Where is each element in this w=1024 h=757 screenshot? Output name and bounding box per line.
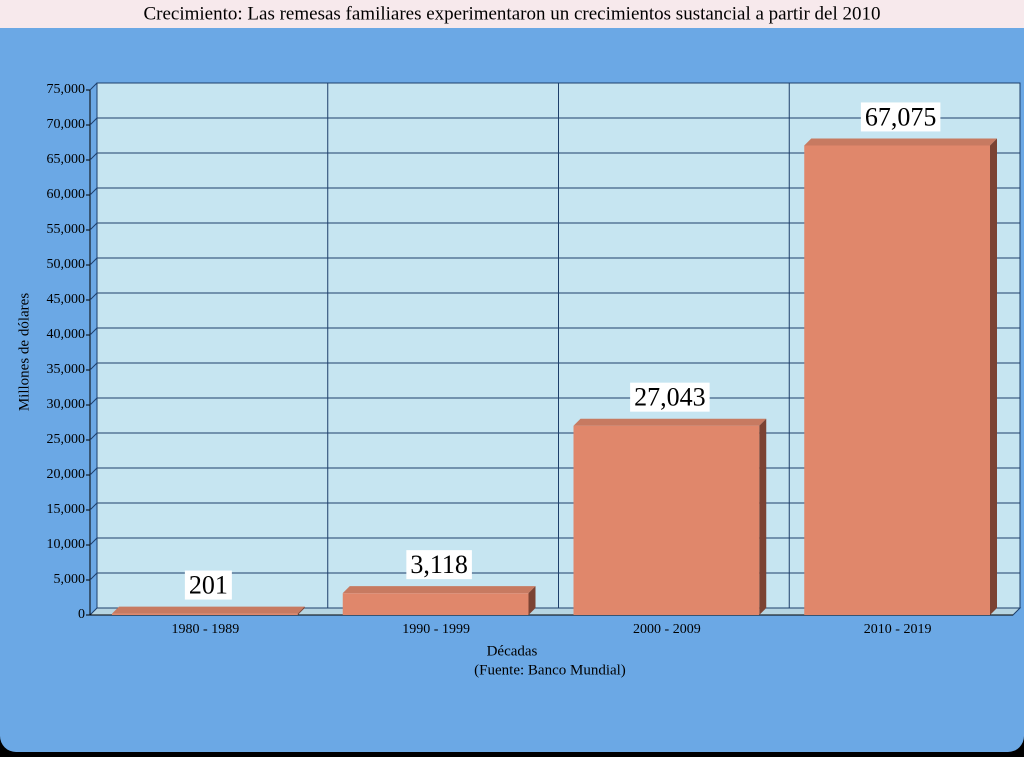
grid-line-side — [89, 117, 98, 126]
grid-line-side — [89, 467, 98, 476]
bar-side — [759, 418, 767, 615]
value-label-box — [860, 102, 941, 132]
grid-line-side — [89, 152, 98, 161]
grid-line-side — [89, 292, 98, 301]
y-tick-label: 5,000 — [54, 572, 86, 587]
y-tick-label: 40,000 — [47, 327, 86, 342]
grid-line-side — [89, 572, 98, 581]
y-tick-label: 60,000 — [47, 187, 86, 202]
grid-line-side — [89, 432, 98, 441]
grid-line-side — [89, 187, 98, 196]
y-tick-label: 55,000 — [47, 222, 86, 237]
grid-line-side — [89, 327, 98, 336]
value-label-box — [630, 382, 710, 412]
x-tick-label: 1990 - 1999 — [402, 622, 470, 637]
value-label-box — [184, 570, 232, 600]
y-tick-label: 0 — [78, 607, 85, 622]
bar-side — [990, 138, 997, 615]
y-tick-label: 45,000 — [47, 292, 86, 307]
grid-line-side — [89, 397, 98, 406]
y-tick-label: 20,000 — [47, 467, 86, 482]
bar-top — [112, 606, 305, 614]
bar — [342, 593, 529, 615]
x-tick-label: 1980 - 1989 — [172, 622, 240, 637]
grid-line-side — [89, 222, 98, 231]
title-bar — [0, 0, 1024, 28]
y-tick-label: 70,000 — [47, 117, 86, 132]
y-axis-title: Millones de dólares — [16, 293, 32, 411]
source-note: (Fuente: Banco Mundial) — [474, 662, 626, 678]
x-tick-label: 2010 - 2019 — [864, 622, 932, 637]
x-axis-title: Décadas — [487, 643, 538, 659]
bar — [804, 145, 990, 615]
x-tick-label: 2000 - 2009 — [633, 622, 701, 637]
grid-line-side — [89, 502, 98, 511]
bar-side — [297, 606, 305, 615]
value-label: 3,118 — [410, 550, 468, 579]
bar-top — [804, 138, 997, 146]
bar-top — [342, 586, 536, 594]
value-label-box — [406, 550, 472, 580]
y-tick-label: 25,000 — [47, 432, 86, 447]
y-tick-label: 75,000 — [47, 82, 86, 97]
y-tick-label: 15,000 — [47, 502, 86, 517]
chart-title: Crecimiento: Las remesas familiares expe… — [143, 3, 880, 24]
y-tick-label: 65,000 — [47, 152, 86, 167]
y-tick-label: 50,000 — [47, 257, 86, 272]
bar — [112, 613, 298, 615]
value-label: 67,075 — [865, 102, 937, 131]
y-tick-label: 10,000 — [47, 537, 86, 552]
y-tick-label: 35,000 — [47, 362, 86, 377]
grid-line-side — [89, 537, 98, 546]
bar-side — [528, 586, 536, 615]
bar — [573, 425, 760, 615]
bar-top — [573, 418, 767, 426]
grid-line-side — [89, 257, 98, 266]
value-label: 27,043 — [634, 383, 706, 412]
grid-line-side — [89, 362, 98, 371]
y-tick-label: 30,000 — [47, 397, 86, 412]
grid-line-side — [89, 82, 98, 91]
value-label: 201 — [189, 571, 228, 600]
